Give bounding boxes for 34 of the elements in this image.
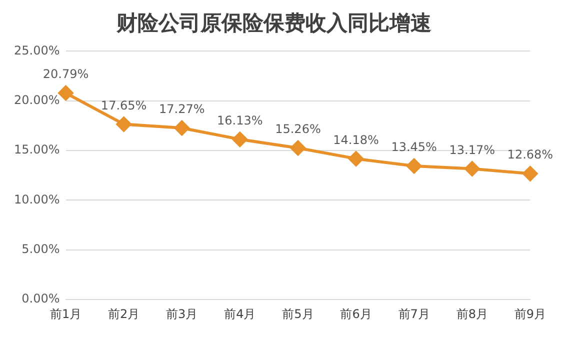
data-label: 13.45% xyxy=(391,140,437,154)
x-tick-label: 前2月 xyxy=(108,306,140,321)
y-tick-label: 5.00% xyxy=(22,242,60,256)
point xyxy=(290,140,306,156)
x-tick-label: 前5月 xyxy=(282,306,314,321)
data-label: 15.26% xyxy=(275,122,321,136)
chart-title: 财险公司原保险保费收入同比增速 xyxy=(116,10,432,36)
point xyxy=(58,86,74,101)
point xyxy=(116,116,132,132)
data-label: 17.65% xyxy=(100,98,147,112)
x-tick-label: 前4月 xyxy=(224,306,256,321)
data-label: 12.68% xyxy=(507,148,554,162)
point xyxy=(348,151,364,166)
data-label: 14.18% xyxy=(333,132,379,147)
x-tick-label: 前1月 xyxy=(50,306,82,321)
y-tick-label: 15.00% xyxy=(14,142,60,157)
y-tick-label: 20.00% xyxy=(14,93,60,108)
y-tick-label: 0.00% xyxy=(22,292,60,306)
y-tick-label: 25.00% xyxy=(14,43,60,58)
data-label: 20.79% xyxy=(42,67,89,82)
point xyxy=(464,161,480,176)
point xyxy=(522,166,538,182)
x-tick-label: 前3月 xyxy=(166,306,198,321)
x-tick-label: 前6月 xyxy=(340,306,372,321)
data-label: 16.13% xyxy=(217,113,263,128)
point xyxy=(406,158,422,174)
y-tick-label: 10.00% xyxy=(14,192,60,206)
point xyxy=(232,132,248,147)
data-label: 17.27% xyxy=(158,102,205,116)
point xyxy=(174,120,190,136)
x-tick-label: 前7月 xyxy=(398,306,430,321)
data-label: 13.17% xyxy=(449,142,496,157)
x-tick-label: 前8月 xyxy=(456,306,488,321)
x-tick-label: 前9月 xyxy=(514,306,546,321)
